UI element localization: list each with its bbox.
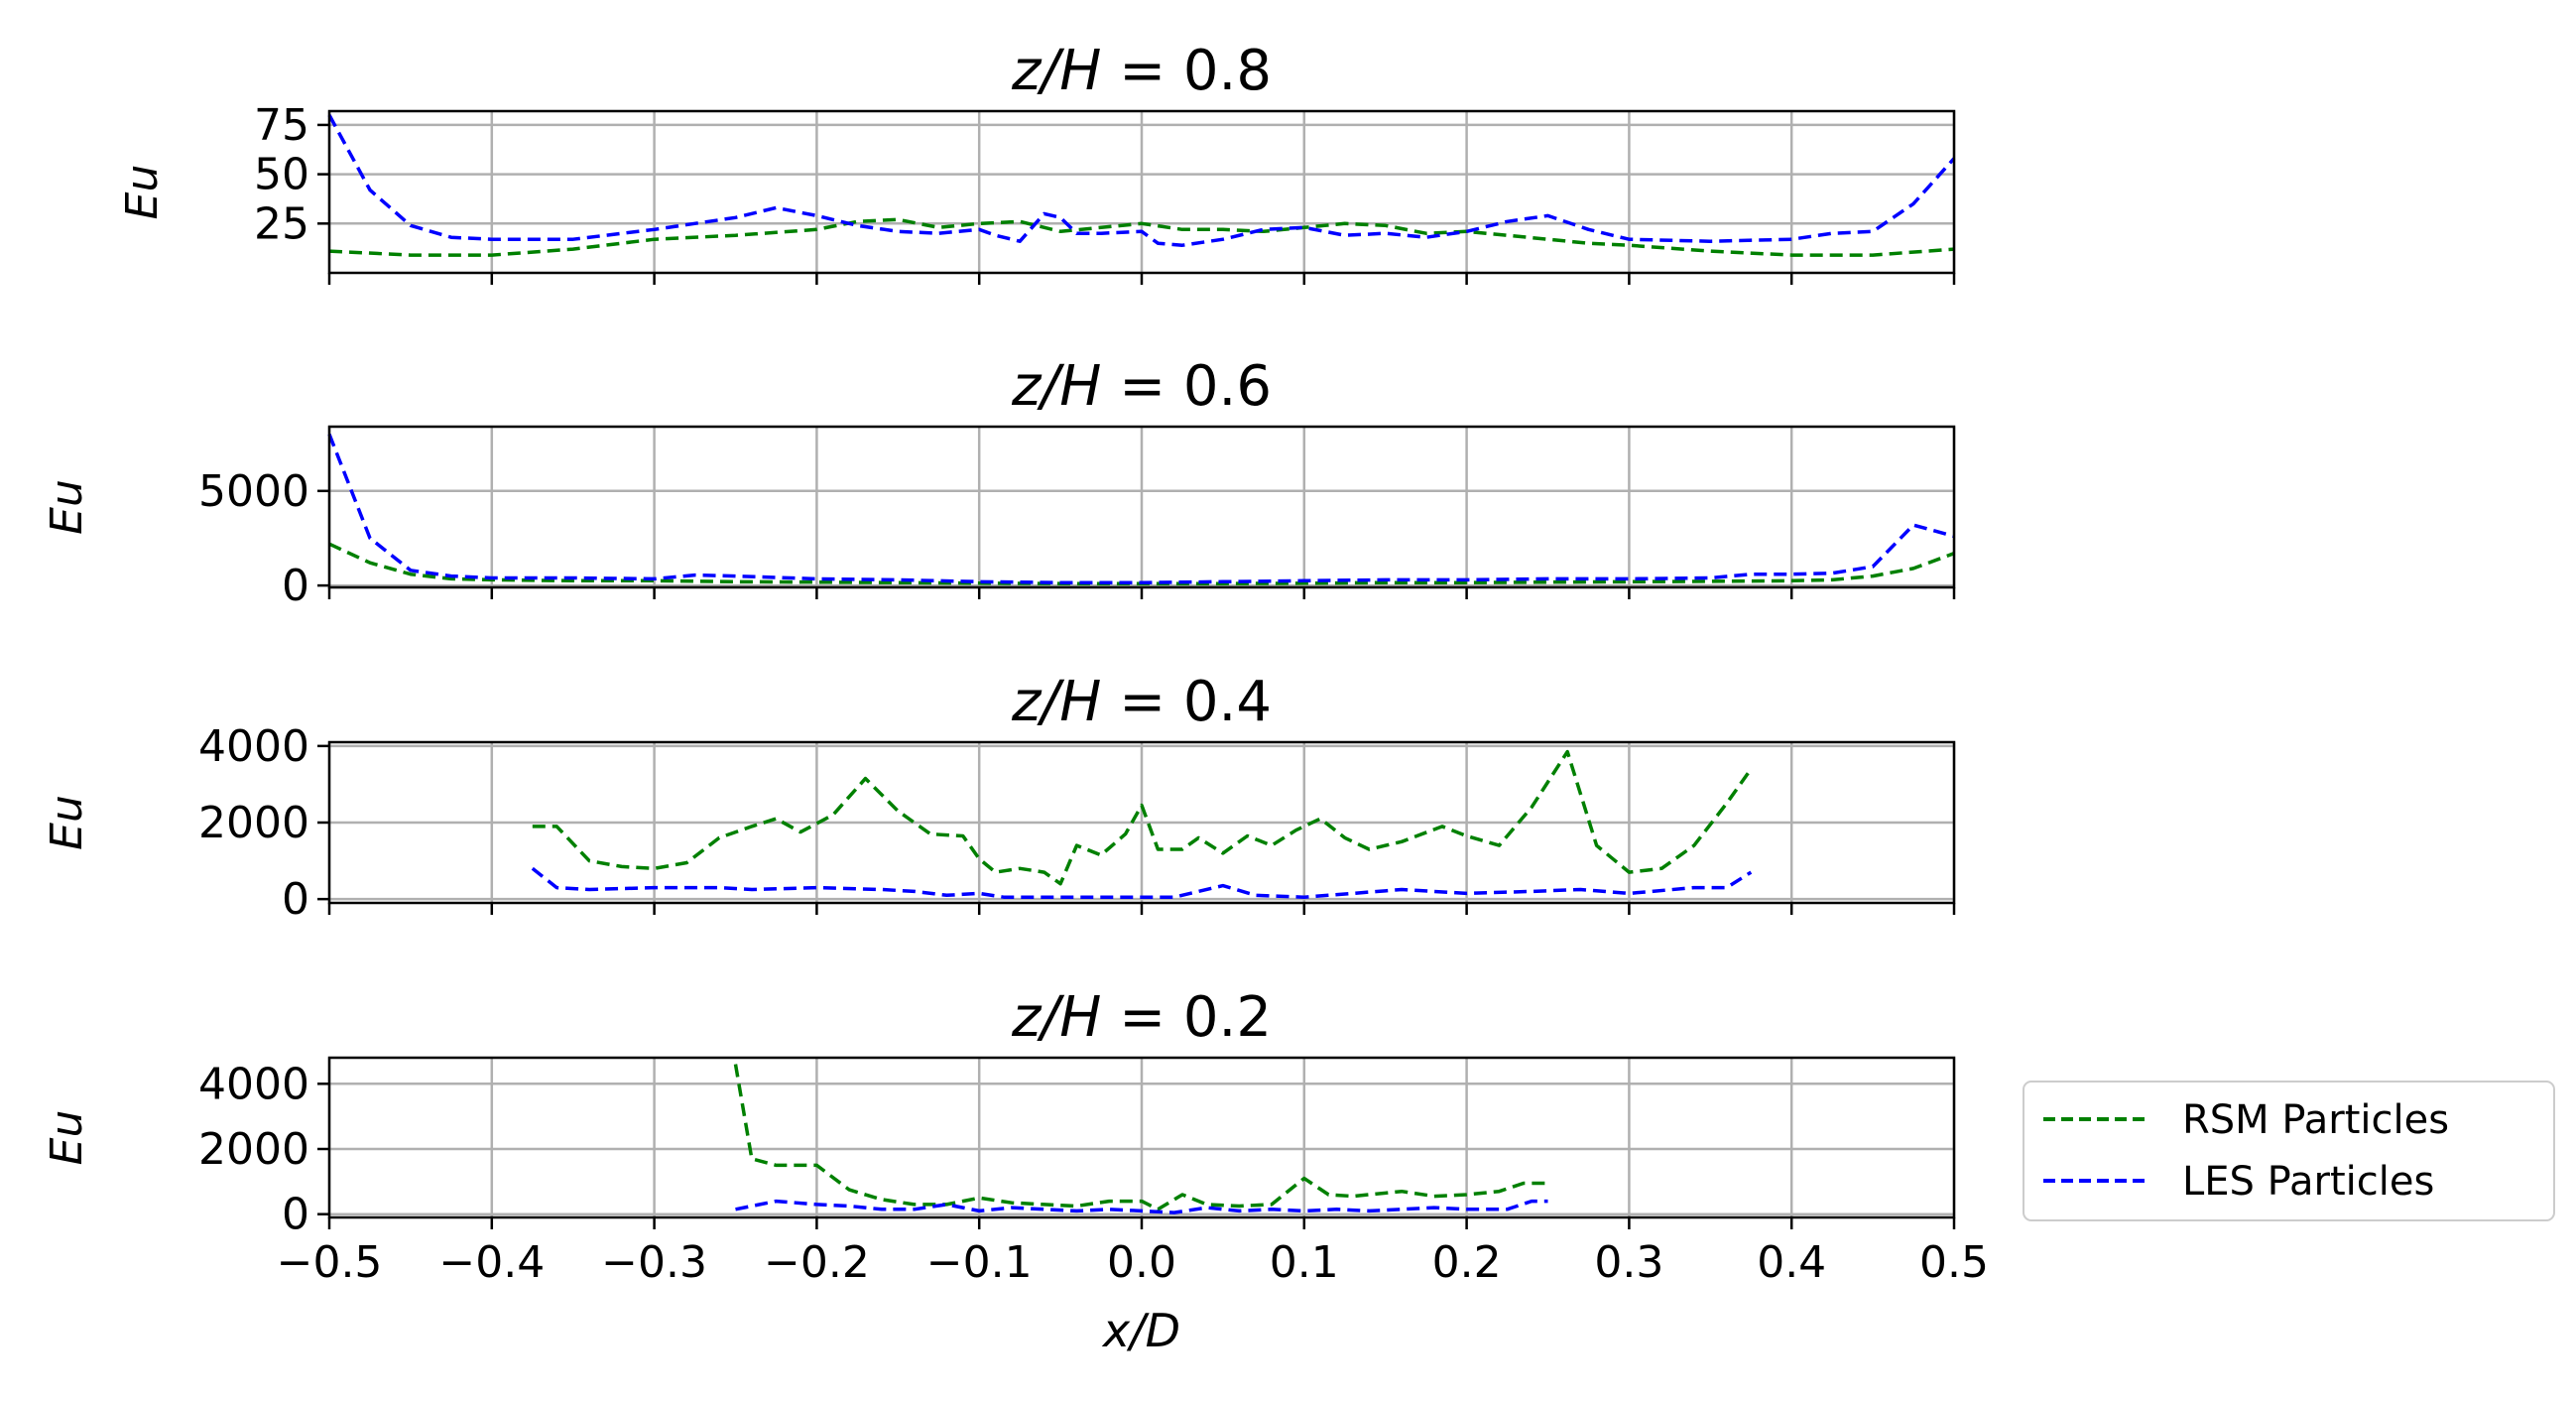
y-axis-label: Eu [42, 479, 92, 535]
y-tick-label: 2000 [198, 798, 309, 848]
x-tick-label: −0.5 [277, 1237, 383, 1288]
x-tick-label: −0.4 [438, 1237, 545, 1288]
y-axis-label: Eu [42, 795, 92, 850]
y-tick-label: 4000 [198, 721, 309, 772]
y-axis-label: Eu [117, 165, 168, 220]
y-tick-label: 4000 [198, 1059, 309, 1109]
y-axis-label: Eu [42, 1110, 92, 1166]
legend-les-label: LES Particles [2182, 1159, 2434, 1205]
les-series-line [327, 433, 1955, 584]
x-tick-label: −0.2 [764, 1237, 870, 1288]
rsm-series-line [733, 1064, 1548, 1211]
legend: RSM Particles LES Particles [2023, 1081, 2555, 1221]
les-series-line [531, 866, 1753, 899]
panel-title: z/H = 0.6 [1011, 354, 1272, 419]
panel-title: z/H = 0.8 [1011, 39, 1272, 103]
x-axis-label: x/D [1101, 1304, 1180, 1357]
x-tick-label: 0.2 [1432, 1237, 1502, 1288]
panel-2: 0 5000 z/H = 0.6 Eu [42, 354, 1956, 611]
panel-title: z/H = 0.4 [1011, 670, 1272, 734]
x-tick-label: 0.5 [1919, 1237, 1989, 1288]
les-series-line [735, 1199, 1548, 1214]
x-tick-label: 0.1 [1270, 1237, 1339, 1288]
x-tick-label: 0.0 [1107, 1237, 1176, 1288]
y-tick-label: 75 [254, 100, 309, 151]
y-tick-label: 25 [254, 198, 309, 249]
y-tick-label: 0 [282, 874, 309, 925]
x-tick-label: 0.4 [1757, 1237, 1826, 1288]
x-tick-label: −0.1 [926, 1237, 1033, 1288]
y-tick-label: 0 [282, 561, 309, 611]
x-tick-label: −0.3 [601, 1237, 707, 1288]
legend-rsm-label: RSM Particles [2182, 1097, 2449, 1143]
panel-3: 0 2000 4000 z/H = 0.4 Eu [42, 670, 1956, 925]
y-tick-label: 5000 [198, 466, 309, 517]
y-tick-label: 50 [254, 150, 309, 200]
legend-frame [2023, 1081, 2555, 1221]
y-tick-label: 0 [282, 1190, 309, 1240]
panel-title: z/H = 0.2 [1011, 985, 1272, 1050]
les-series-line [327, 114, 1956, 247]
x-tick-label: 0.3 [1594, 1237, 1663, 1288]
rsm-series-line [532, 749, 1753, 886]
panel-4: 0 2000 4000 −0.5 −0.4 −0.3 −0.2 −0.1 0.0 0.1 0.2 0.… [42, 985, 1989, 1357]
y-tick-label: 2000 [198, 1124, 309, 1175]
rsm-series-line [328, 217, 1955, 257]
